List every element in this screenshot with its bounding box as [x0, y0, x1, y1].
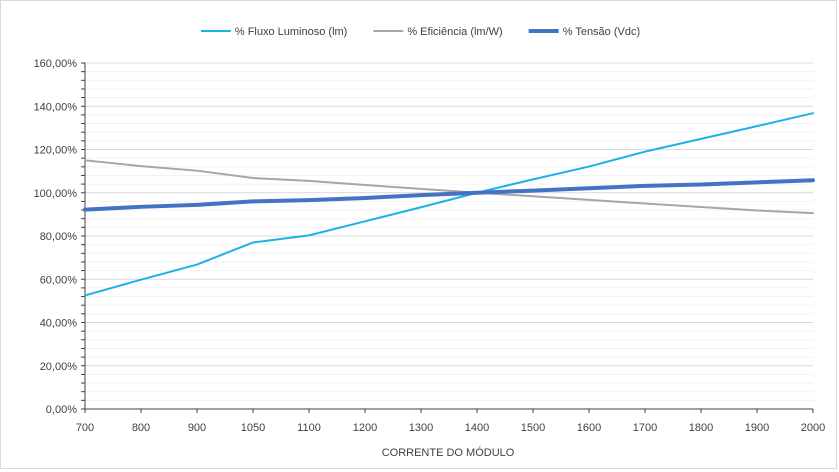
series-line-1	[84, 112, 814, 297]
y-tick-label: 80,00%	[40, 231, 78, 243]
x-tick-label: 1100	[297, 422, 321, 434]
y-tick-label: 60,00%	[40, 274, 78, 286]
series-line-3	[83, 178, 815, 212]
series-line-2	[84, 159, 814, 215]
y-tick-label: 40,00%	[40, 318, 78, 330]
y-tick-label: 140,00%	[34, 101, 78, 113]
x-tick-label: 1400	[465, 422, 489, 434]
gridlines	[85, 62, 813, 401]
x-axis-title: CORRENTE DO MÓDULO	[382, 446, 515, 459]
legend-item-3: % Tensão (Vdc)	[528, 26, 640, 38]
legend-label: % Eficiência (lm/W)	[407, 26, 502, 38]
x-tick-label: 1700	[633, 422, 657, 434]
legend: % Fluxo Luminoso (lm) % Eficiência (lm/W)…	[200, 26, 640, 38]
x-tick-label: 1900	[745, 422, 769, 434]
x-tick-label: 2000	[801, 422, 825, 434]
x-tick-label: 1050	[241, 422, 265, 434]
y-tick-label: 0,00%	[46, 404, 77, 416]
axes: 0,00% 20,00% 40,00% 60,00% 80,00% 100,00% 120,…	[34, 58, 826, 434]
legend-item-1: % Fluxo Luminoso (lm)	[200, 26, 347, 38]
x-tick-label: 1500	[521, 422, 545, 434]
x-tick-label: 1600	[577, 422, 601, 434]
legend-label: % Tensão (Vdc)	[563, 26, 640, 38]
x-tick-label: 1200	[353, 422, 377, 434]
series-lines	[83, 112, 815, 297]
x-tick-label: 800	[132, 422, 150, 434]
x-tick-label: 700	[76, 422, 94, 434]
y-tick-label: 160,00%	[34, 58, 78, 70]
y-tick-label: 20,00%	[40, 361, 78, 373]
x-tick-label: 900	[188, 422, 206, 434]
y-tick-label: 100,00%	[34, 188, 78, 200]
legend-label: % Fluxo Luminoso (lm)	[235, 26, 347, 38]
x-tick-label: 1800	[689, 422, 713, 434]
y-tick-label: 120,00%	[34, 145, 78, 157]
legend-item-2: % Eficiência (lm/W)	[373, 26, 503, 38]
x-tick-label: 1300	[409, 422, 433, 434]
